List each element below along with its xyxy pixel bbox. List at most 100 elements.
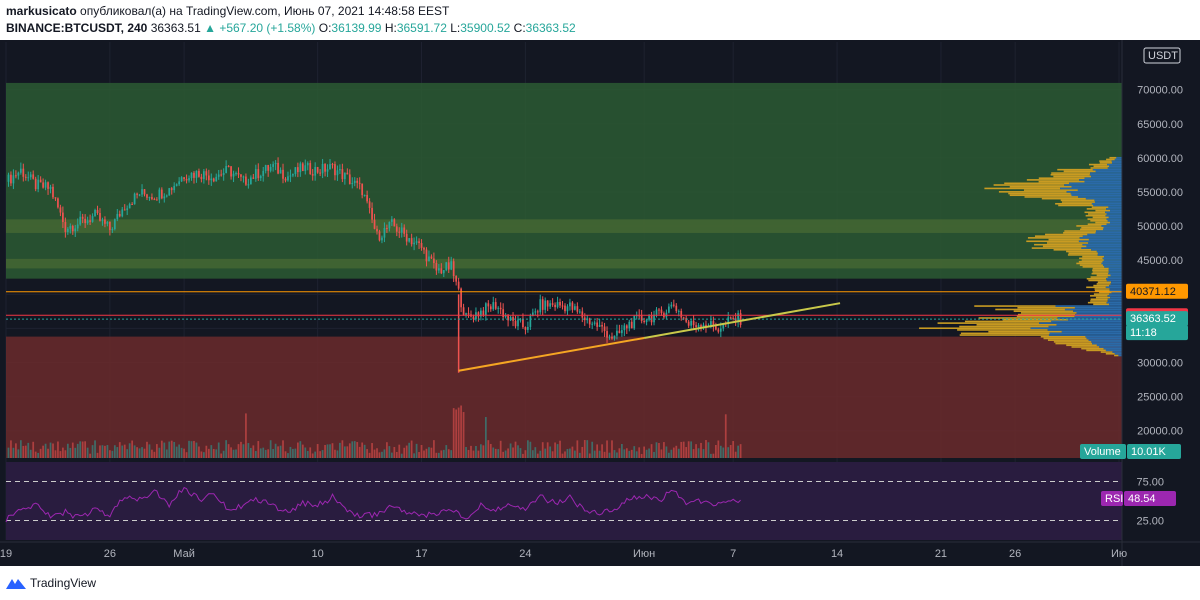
candle-body	[227, 165, 230, 167]
volume-bar	[663, 442, 665, 458]
volume-bar	[138, 448, 141, 458]
last-price: 36363.51	[150, 21, 201, 35]
candle-body	[81, 216, 84, 219]
volume-bar	[29, 449, 32, 458]
volume-bar	[648, 448, 650, 458]
profile-bar	[1060, 199, 1095, 202]
volume-bar	[96, 452, 99, 458]
profile-bar	[1096, 283, 1111, 285]
volume-bar	[455, 409, 458, 458]
volume-bar	[640, 453, 643, 458]
profile-bar	[1108, 269, 1122, 272]
publish-line: markusicato опубликовал(а) на TradingVie…	[6, 4, 449, 18]
volume-bar	[113, 445, 116, 458]
candle-body	[324, 163, 326, 172]
rsi-value-text: 48.54	[1128, 493, 1156, 505]
candle-body	[207, 175, 210, 181]
profile-bar	[1066, 344, 1097, 347]
profile-bar	[1109, 303, 1122, 306]
profile-bar	[1091, 202, 1122, 205]
profile-bar	[1048, 334, 1122, 336]
tradingview-logo[interactable]: TradingView	[6, 576, 96, 590]
profile-bar	[1074, 315, 1122, 318]
volume-bar	[734, 451, 737, 458]
volume-bar	[230, 447, 232, 458]
candle-body	[729, 317, 732, 319]
profile-bar	[974, 305, 1056, 307]
price-tick-label: 60000.00	[1137, 153, 1183, 165]
profile-bar	[1108, 206, 1122, 208]
candle-body	[269, 166, 272, 171]
rsi-tick-label: 75.00	[1136, 477, 1164, 489]
volume-bar	[531, 450, 534, 458]
volume-bar	[269, 440, 272, 458]
profile-bar	[1095, 296, 1111, 299]
candle-body	[450, 261, 453, 270]
trendlines[interactable]	[458, 302, 841, 372]
profile-bar	[1079, 237, 1122, 239]
trendline[interactable]	[643, 302, 841, 339]
volume-bar	[462, 412, 465, 458]
candle-body	[329, 164, 331, 170]
candle-body	[524, 327, 527, 330]
profile-bar	[957, 329, 1048, 331]
volume-bar	[301, 444, 304, 458]
author-name[interactable]: markusicato	[6, 4, 77, 18]
volume-bar	[554, 442, 556, 458]
candle-body	[373, 219, 376, 229]
volume-bar	[99, 445, 101, 458]
profile-bar	[1087, 233, 1122, 236]
candle-body	[442, 270, 445, 274]
volume-bar	[79, 441, 82, 458]
candle-body	[252, 177, 255, 179]
volume-bar	[561, 453, 564, 458]
volume-bar	[131, 440, 134, 458]
profile-bar	[1057, 168, 1093, 171]
profile-bar	[1109, 221, 1122, 224]
volume-label-text: Volume	[1084, 446, 1121, 458]
profile-bar	[1034, 243, 1083, 246]
high-label: H:	[384, 21, 397, 35]
volume-bar	[39, 448, 42, 458]
candle-body	[613, 335, 616, 339]
profile-bar	[1114, 353, 1122, 355]
trendline[interactable]	[458, 336, 645, 372]
candle-body	[74, 228, 77, 232]
volume-bar	[277, 446, 279, 458]
candle-body	[37, 179, 40, 190]
volume-bar	[329, 444, 331, 458]
profile-bar	[1064, 308, 1122, 311]
profile-bar	[1087, 218, 1107, 220]
volume-bar	[635, 451, 638, 458]
candle-body	[104, 219, 106, 224]
publish-info: опубликовал(а) на TradingView.com, Июнь …	[80, 4, 450, 18]
candle-body	[343, 172, 346, 180]
profile-bar	[1104, 255, 1122, 258]
profile-bar	[1109, 284, 1122, 287]
volume-bar	[22, 445, 25, 458]
candle-body	[356, 180, 359, 183]
volume-bar	[19, 440, 22, 458]
profile-bar	[1100, 351, 1113, 353]
volume-bar	[178, 444, 181, 458]
profile-bar	[1071, 194, 1122, 197]
volume-bar	[405, 445, 408, 458]
candle-body	[415, 241, 418, 243]
candle-body	[284, 178, 287, 181]
candle-body	[168, 188, 171, 196]
volume-bar	[262, 447, 265, 458]
trading-chart[interactable]: 70000.00 65000.00 60000.00 55000.00 50000.00…	[0, 40, 1200, 566]
candle-body	[339, 169, 341, 171]
rsi-tick-label: 25.00	[1136, 516, 1164, 528]
profile-bar	[1079, 257, 1103, 260]
profile-bar	[1106, 279, 1122, 282]
profile-bar	[1107, 295, 1122, 297]
profile-bar	[1105, 349, 1122, 352]
volume-bar	[15, 443, 17, 458]
time-tick-label: 14	[831, 548, 843, 560]
symbol-title[interactable]: BINANCE:BTCUSDT, 240	[6, 21, 148, 35]
zone-4	[6, 336, 1122, 458]
volume-bar	[10, 440, 12, 458]
profile-bar	[1093, 293, 1110, 295]
candle-body	[321, 163, 324, 174]
